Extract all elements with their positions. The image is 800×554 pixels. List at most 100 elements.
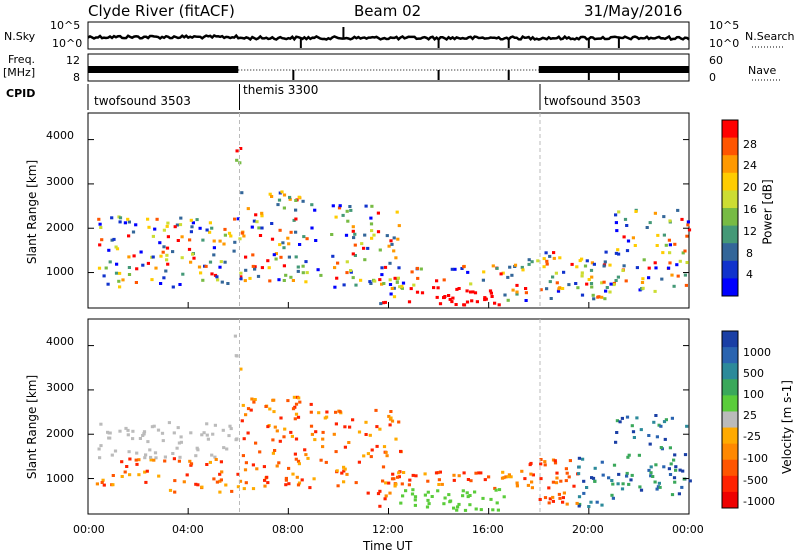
power-cell xyxy=(401,281,406,285)
velocity-cell xyxy=(375,444,379,448)
velocity-cell xyxy=(615,419,619,423)
power-cell xyxy=(548,280,552,284)
velocity-cell xyxy=(426,479,430,483)
velocity-cell xyxy=(559,479,563,483)
velocity-cell xyxy=(397,471,401,475)
power-cell xyxy=(331,204,335,208)
power-cell xyxy=(287,242,291,246)
power-cell xyxy=(460,267,464,270)
velocity-cell xyxy=(495,501,499,505)
power-cell xyxy=(686,220,690,224)
power-cell xyxy=(527,258,531,262)
power-cell xyxy=(602,264,606,268)
power-cell xyxy=(383,300,387,304)
power-cell xyxy=(274,252,278,256)
velocity-cell xyxy=(286,399,290,403)
power-cell xyxy=(614,221,618,225)
velocity-cell xyxy=(362,454,366,458)
velocity-cell xyxy=(411,473,415,477)
velocity-cell xyxy=(539,462,543,466)
velocity-cell xyxy=(213,423,217,427)
power-cell xyxy=(349,270,353,274)
velocity-cell xyxy=(457,502,461,506)
velocity-cell xyxy=(688,479,692,483)
power-cell xyxy=(554,271,558,275)
velocity-cell xyxy=(400,482,404,486)
power-cell xyxy=(274,257,278,261)
noise-tick-right-top: 10^5 xyxy=(709,19,740,32)
power-cell xyxy=(558,286,562,290)
velocity-cell xyxy=(202,431,206,435)
power-cell xyxy=(280,190,284,194)
power-cell xyxy=(499,272,503,276)
power-cell xyxy=(155,217,159,221)
velocity-cell xyxy=(390,477,395,481)
power-cell xyxy=(251,253,255,257)
power-cell xyxy=(341,213,345,217)
power-cell xyxy=(604,289,608,293)
power-colorbar-swatch xyxy=(722,208,738,227)
velocity-cell xyxy=(481,496,485,500)
velocity-cell xyxy=(577,456,581,460)
velocity-cell xyxy=(376,492,381,496)
power-cell xyxy=(435,295,439,299)
velocity-cell xyxy=(548,497,552,501)
power-cell xyxy=(98,243,102,247)
velocity-cell xyxy=(494,488,498,492)
noise-tick-left-bottom: 10^0 xyxy=(52,37,83,50)
power-cell xyxy=(162,245,166,249)
power-cell xyxy=(661,251,665,255)
velocity-cell xyxy=(123,470,127,474)
power-cell xyxy=(158,241,162,245)
velocity-cell xyxy=(249,408,253,412)
power-cell xyxy=(141,263,145,267)
power-cell xyxy=(166,221,170,225)
velocity-colorbar-frame xyxy=(721,330,739,509)
velocity-cell xyxy=(568,459,572,463)
power-cell xyxy=(351,229,355,233)
velocity-cell xyxy=(414,474,418,478)
power-cell xyxy=(454,303,458,306)
power-cell xyxy=(645,226,649,229)
velocity-cell xyxy=(289,430,293,434)
velocity-cell xyxy=(674,468,678,472)
power-cell xyxy=(338,204,342,208)
power-cell xyxy=(294,199,298,202)
velocity-cell xyxy=(551,458,556,462)
power-cell xyxy=(98,222,102,226)
power-cell xyxy=(165,253,169,257)
velocity-cell xyxy=(263,484,267,488)
power-cell xyxy=(126,217,130,221)
power-cell xyxy=(465,300,470,304)
velocity-cell xyxy=(309,410,313,414)
power-cell xyxy=(675,263,679,267)
power-cell xyxy=(279,255,283,259)
power-cell xyxy=(570,262,574,266)
power-cell xyxy=(436,286,440,290)
velocity-cell xyxy=(547,501,551,505)
velocity-cell xyxy=(530,480,534,484)
velocity-cell xyxy=(649,474,653,478)
velocity-cell xyxy=(283,427,287,431)
velocity-cell xyxy=(393,484,397,488)
vel-cb-tick-500: 500 xyxy=(743,367,764,380)
vel-cb-tick-m500: -500 xyxy=(743,474,768,487)
velocity-cell xyxy=(473,490,477,494)
velocity-cell xyxy=(238,479,243,483)
velocity-cell xyxy=(430,495,434,498)
velocity-cell xyxy=(600,460,604,464)
velocity-cell xyxy=(618,420,622,424)
velocity-cell xyxy=(411,488,415,492)
velocity-cell xyxy=(655,435,659,439)
velocity-cell xyxy=(639,488,644,492)
power-cell xyxy=(353,232,357,236)
power-cell xyxy=(380,282,384,286)
velocity-cell xyxy=(575,501,579,505)
power-cell xyxy=(189,260,193,264)
velocity-cell xyxy=(669,462,673,466)
power-cell xyxy=(188,238,192,242)
power-cell xyxy=(253,267,257,271)
velocity-cell xyxy=(401,494,405,498)
power-cell xyxy=(626,239,631,243)
power-cell xyxy=(410,270,414,274)
